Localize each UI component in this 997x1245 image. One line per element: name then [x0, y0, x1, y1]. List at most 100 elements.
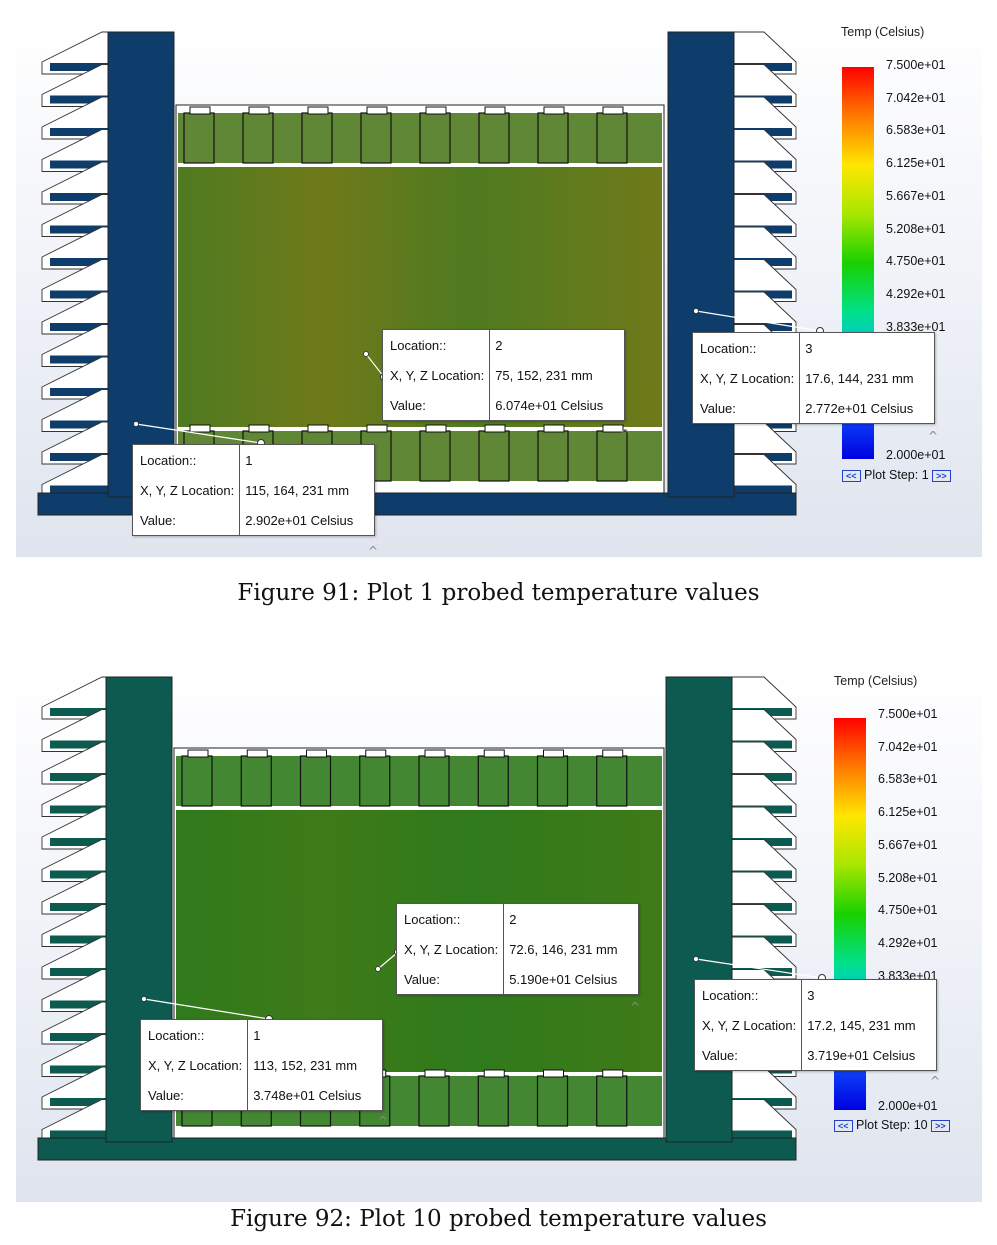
scroll-up-icon[interactable]: ^: [630, 1000, 641, 1014]
fin: [50, 870, 134, 879]
colorbar-tick-label: 7.042e+01: [878, 739, 938, 754]
colorbar-tick-label: 7.042e+01: [886, 90, 946, 105]
probe-location-label: Location::: [133, 445, 241, 475]
probe-value: 3.719e+01 Celsius: [807, 1047, 916, 1063]
fin: [50, 388, 134, 396]
probe-value-label: Value:: [383, 390, 491, 420]
cell-tab: [366, 424, 388, 433]
probe-callout-2[interactable]: Location:: 2 X, Y, Z Location: 72.6, 146, …: [396, 903, 640, 995]
cell-tab: [483, 1069, 505, 1078]
fin: [50, 485, 134, 494]
legend-title: Temp (Celsius): [834, 674, 918, 688]
left-wall: [107, 31, 175, 498]
probe-location: 2: [509, 911, 517, 927]
probe-value-label: Value:: [133, 505, 241, 535]
fin: [50, 805, 134, 814]
fin: [50, 355, 134, 364]
probe-location-label: Location::: [695, 980, 803, 1010]
cell-tab: [602, 1069, 624, 1078]
probe-callout-3[interactable]: Location:: 3 X, Y, Z Location: 17.2, 145, …: [694, 979, 938, 1071]
probe-leader-line: [695, 310, 821, 332]
probe-xyz-label: X, Y, Z Location:: [383, 360, 491, 390]
probe-value: 6.074e+01 Celsius: [495, 397, 604, 413]
legend-title: Temp (Celsius): [841, 25, 925, 39]
probe-xyz: 75, 152, 231 mm: [495, 367, 593, 383]
scroll-up-icon[interactable]: ^: [620, 427, 631, 441]
figure-92-caption: Figure 92: Plot 10 probed temperature va…: [230, 1206, 767, 1232]
colorbar-tick-label: 5.208e+01: [878, 870, 938, 885]
fin: [50, 323, 134, 331]
cell-tab: [602, 749, 624, 758]
scroll-up-icon[interactable]: ^: [378, 1114, 389, 1128]
cell-tab: [543, 424, 565, 433]
cell-tab: [483, 749, 505, 758]
fin: [50, 420, 134, 429]
colorbar-tick-label: 5.667e+01: [878, 837, 938, 852]
plot-step-label: Plot Step:: [864, 468, 919, 482]
probe-callout-3[interactable]: Location:: 3 X, Y, Z Location: 17.6, 144, …: [692, 332, 936, 424]
probe-point: [375, 966, 381, 972]
scroll-up-icon[interactable]: ^: [368, 544, 379, 557]
scroll-up-icon[interactable]: ^: [930, 1074, 941, 1088]
probe-callout-1[interactable]: Location:: 1 X, Y, Z Location: 115, 164, 2…: [132, 444, 376, 536]
previous-step-button[interactable]: <<: [834, 1119, 853, 1132]
cell-tab: [189, 424, 211, 433]
fin: [50, 225, 134, 234]
cell-tab: [602, 424, 624, 433]
colorbar-tick-label: 7.500e+01: [878, 707, 938, 721]
probe-location: 3: [805, 340, 813, 356]
cell-tab: [543, 749, 564, 758]
colorbar-tick-min: 2.000e+01: [886, 448, 946, 462]
probe-location-label: Location::: [693, 333, 801, 363]
probe-point: [133, 421, 139, 427]
cell-tab: [602, 106, 624, 115]
probe-xyz: 113, 152, 231 mm: [253, 1057, 358, 1073]
colorbar-tick-label: 6.125e+01: [886, 156, 946, 171]
fin: [50, 708, 134, 716]
next-step-button[interactable]: >>: [931, 1119, 950, 1132]
probe-location: 1: [253, 1027, 261, 1043]
fin: [732, 485, 792, 494]
fin: [50, 740, 134, 749]
probe-callout-1[interactable]: Location:: 1 X, Y, Z Location: 113, 152, 2…: [140, 1019, 384, 1111]
fin: [50, 1098, 134, 1106]
colorbar-tick-label: 5.208e+01: [886, 221, 946, 236]
cell-tab: [543, 106, 565, 115]
probe-location-label: Location::: [141, 1020, 249, 1050]
fin: [50, 95, 134, 104]
cell-tab: [307, 424, 329, 433]
probe-callout-2[interactable]: Location:: 2 X, Y, Z Location: 75, 152, 23…: [382, 329, 626, 421]
probe-value-label: Value:: [397, 964, 505, 994]
colorbar-tick-label: 4.292e+01: [886, 286, 946, 301]
fin: [50, 903, 134, 911]
probe-value-label: Value:: [141, 1080, 249, 1110]
cell-tab: [366, 106, 388, 115]
cell-tab: [425, 424, 447, 433]
scroll-up-icon[interactable]: ^: [928, 429, 939, 443]
probe-xyz: 17.6, 144, 231 mm: [805, 370, 914, 386]
plot-step-number: 1: [921, 468, 929, 482]
right-wall: [665, 676, 733, 1143]
colorbar-tick-label: 3.833e+01: [886, 319, 946, 334]
cell-tab: [187, 749, 209, 758]
probe-leader-line: [135, 423, 262, 444]
probe-value-label: Value:: [695, 1040, 803, 1070]
probe-leader-line: [377, 951, 399, 970]
probe-xyz-label: X, Y, Z Location:: [695, 1010, 803, 1040]
probe-leader-line: [695, 958, 823, 979]
cell-tab: [248, 106, 270, 115]
next-step-button[interactable]: >>: [932, 469, 951, 482]
colorbar-tick-label: 6.125e+01: [878, 805, 938, 820]
right-wall: [667, 31, 735, 498]
cell-tab: [246, 749, 268, 758]
cell-tab: [189, 106, 211, 115]
probe-location-label: Location::: [383, 330, 491, 360]
fin: [50, 1033, 134, 1041]
probe-xyz: 17.2, 145, 231 mm: [807, 1017, 916, 1033]
fin: [50, 290, 134, 299]
probe-xyz: 115, 164, 231 mm: [245, 482, 350, 498]
plot-step-control: << Plot Step: 10 >>: [834, 1118, 950, 1132]
previous-step-button[interactable]: <<: [842, 469, 861, 482]
colorbar-tick-label: 5.667e+01: [886, 188, 946, 203]
fin: [50, 63, 134, 71]
